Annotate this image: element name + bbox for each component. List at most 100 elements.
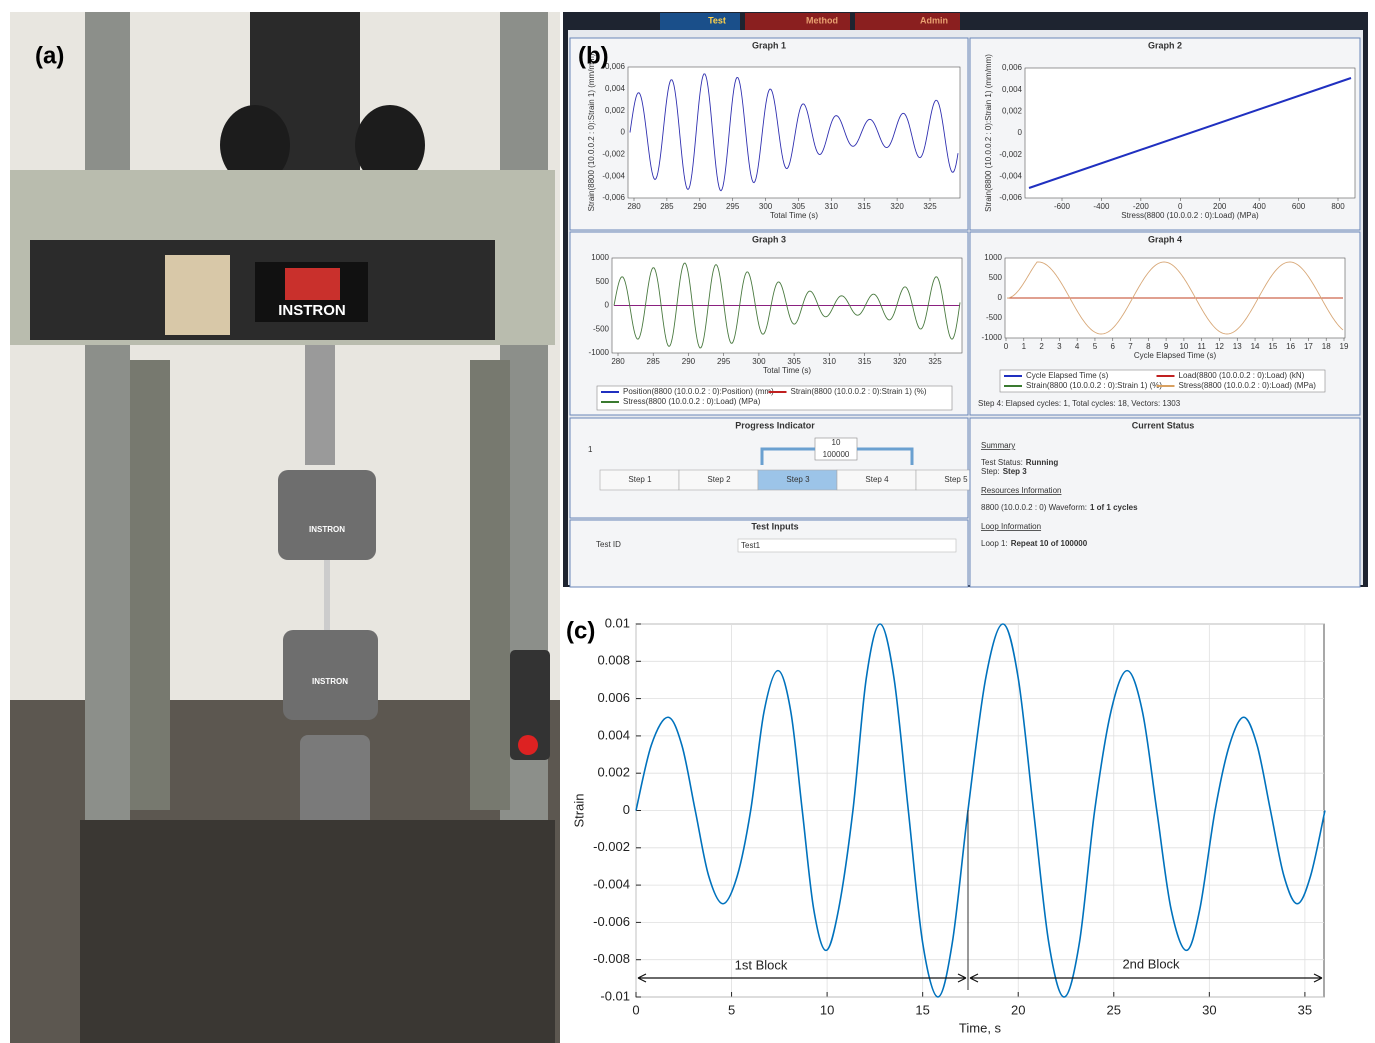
x-tick-label: 310 <box>825 202 839 211</box>
x-tick-label: 0 <box>1178 202 1183 211</box>
legend-label: Cycle Elapsed Time (s) <box>1026 371 1109 380</box>
sticker <box>165 255 230 335</box>
x-tick-label: 15 <box>915 1002 929 1017</box>
status-heading: Loop Information <box>981 522 1041 531</box>
control-pad <box>510 650 550 760</box>
table <box>80 820 555 1043</box>
column <box>85 12 130 832</box>
load-cell <box>300 735 370 830</box>
x-tick-label: 400 <box>1252 202 1266 211</box>
x-tick-label: 19 <box>1340 342 1349 351</box>
block-arrow <box>969 973 1323 983</box>
y-tick-label: 0 <box>605 301 610 310</box>
x-tick-label: 325 <box>923 202 937 211</box>
x-tick-label: 15 <box>1268 342 1277 351</box>
y-tick-label: -0,004 <box>602 171 625 180</box>
x-tick-label: 310 <box>823 357 837 366</box>
status-panel <box>969 417 1361 588</box>
tab-label[interactable]: Admin <box>920 15 948 25</box>
x-tick-label: 315 <box>858 357 872 366</box>
status-value: Step 3 <box>1003 467 1028 476</box>
y-tick-label: 0 <box>998 293 1003 302</box>
y-tick-label: 0.01 <box>605 615 630 630</box>
x-tick-label: 7 <box>1128 342 1133 351</box>
y-axis-label: Strain(8800 (10.0.0.2 : 0):Strain 1) (mm… <box>587 53 596 211</box>
x-tick-label: 0 <box>1004 342 1009 351</box>
load-string <box>305 345 335 465</box>
accumulator <box>220 105 290 185</box>
x-tick-label: 10 <box>820 1002 834 1017</box>
field-label: Test ID <box>596 540 621 549</box>
x-tick-label: 6 <box>1111 342 1116 351</box>
panel-label: (a) <box>35 42 64 69</box>
inputs-panel <box>569 519 969 588</box>
x-tick-label: 320 <box>890 202 904 211</box>
input-box <box>737 538 957 553</box>
y-tick-label: 0,006 <box>605 62 626 71</box>
y-tick-label: -500 <box>593 324 610 333</box>
y-tick-label: 0,004 <box>605 84 626 93</box>
screen-trace <box>1028 77 1352 189</box>
x-tick-label: 300 <box>752 357 766 366</box>
graph-title: Graph 3 <box>752 234 786 244</box>
y-tick-label: -0,004 <box>999 171 1022 180</box>
block-arrow <box>637 973 967 983</box>
emergency-stop <box>518 735 538 755</box>
x-tick-label: 305 <box>787 357 801 366</box>
y-tick-label: 0,002 <box>1002 106 1023 115</box>
tab-label[interactable]: Test <box>708 15 726 25</box>
y-tick-label: 0.004 <box>597 727 630 742</box>
y-axis-label: Strain <box>571 794 586 828</box>
y-tick-label: 0 <box>623 802 630 817</box>
x-tick-label: 10 <box>1179 342 1188 351</box>
logo-mark <box>285 268 340 300</box>
panel-title: Current Status <box>1132 420 1195 430</box>
y-tick-label: 0.006 <box>597 690 630 705</box>
x-tick-label: 280 <box>627 202 641 211</box>
x-axis-label: Cycle Elapsed Time (s) <box>1134 351 1217 360</box>
x-tick-label: 300 <box>759 202 773 211</box>
tab[interactable] <box>745 13 850 30</box>
tab[interactable] <box>660 13 740 30</box>
loop-arrow <box>760 447 914 465</box>
legend-label: Position(8800 (10.0.0.2 : 0):Position) (… <box>623 387 774 396</box>
annotation: 1st Block <box>735 957 788 972</box>
step-label: Step 4 <box>865 475 889 484</box>
field-value: Test1 <box>741 541 761 550</box>
x-tick-label: 11 <box>1198 342 1207 351</box>
y-tick-label: 0 <box>621 128 626 137</box>
graph-note: Step 4: Elapsed cycles: 1, Total cycles:… <box>978 399 1181 408</box>
loop-total: 100000 <box>823 450 850 459</box>
legend-label: Stress(8800 (10.0.0.2 : 0):Load) (MPa) <box>1179 381 1317 390</box>
x-tick-label: 200 <box>1213 202 1227 211</box>
x-tick-label: 16 <box>1286 342 1295 351</box>
x-tick-label: 290 <box>682 357 696 366</box>
x-tick-label: 800 <box>1331 202 1345 211</box>
x-tick-label: 5 <box>728 1002 735 1017</box>
y-tick-label: 0 <box>1018 128 1023 137</box>
x-tick-label: 320 <box>893 357 907 366</box>
tab-label[interactable]: Method <box>806 15 838 25</box>
status-key: 8800 (10.0.0.2 : 0) Waveform: <box>981 503 1087 512</box>
x-tick-label: 295 <box>726 202 740 211</box>
status-line: Loop 1: Repeat 10 of 100000 <box>981 539 1088 548</box>
plot-area <box>627 66 961 199</box>
x-tick-label: 30 <box>1202 1002 1216 1017</box>
brand: INSTRON <box>278 302 346 319</box>
panel-title: Test Inputs <box>751 521 798 531</box>
tab[interactable] <box>855 13 960 30</box>
panel-label: (b) <box>578 42 609 69</box>
x-tick-label: 12 <box>1215 342 1224 351</box>
x-tick-label: 14 <box>1251 342 1260 351</box>
step-label: Step 1 <box>628 475 652 484</box>
y-tick-label: -1000 <box>589 348 610 357</box>
column <box>130 360 170 810</box>
row-index: 1 <box>588 445 593 454</box>
legend-label: Strain(8800 (10.0.0.2 : 0):Strain 1) (%) <box>1026 381 1162 390</box>
x-tick-label: 305 <box>792 202 806 211</box>
graph-title: Graph 4 <box>1148 234 1182 244</box>
panel-title: Progress Indicator <box>735 420 815 430</box>
x-tick-label: 18 <box>1322 342 1331 351</box>
